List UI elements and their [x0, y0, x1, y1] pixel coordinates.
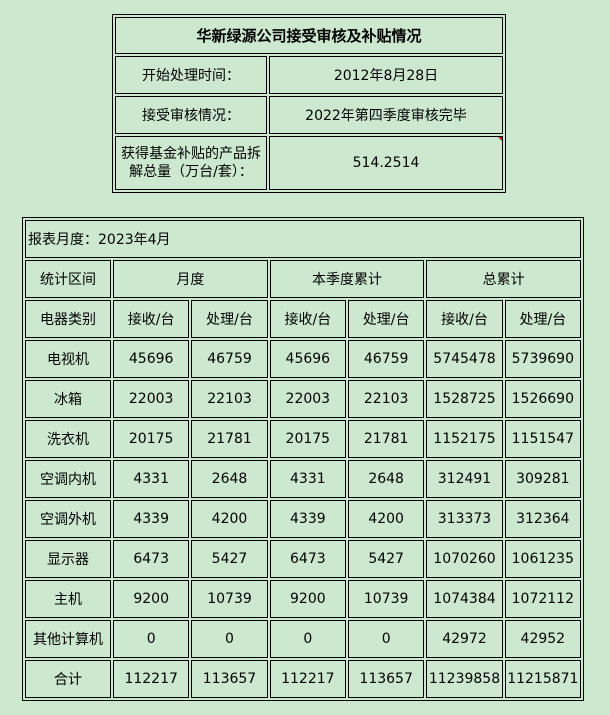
header-column: 处理/台 [347, 300, 425, 338]
subsidy-summary-table: 华新绿源公司接受审核及补贴情况 开始处理时间： 2012年8月28日 接受审核情况… [112, 14, 506, 193]
value-cell: 45696 [113, 340, 190, 378]
summary-title: 华新绿源公司接受审核及补贴情况 [115, 17, 503, 54]
value-cell: 21781 [347, 420, 425, 458]
category-cell: 空调内机 [25, 460, 111, 498]
category-cell: 合计 [25, 660, 111, 698]
value-cell: 1061235 [504, 540, 581, 578]
header-total-cumulative: 总累计 [426, 260, 581, 298]
value-cell: 42972 [426, 620, 503, 658]
value-cell: 1526690 [504, 380, 581, 418]
value-cell: 4339 [269, 500, 346, 538]
comment-marker-icon [498, 137, 502, 141]
value-cell: 4200 [347, 500, 425, 538]
value-cell: 1070260 [426, 540, 503, 578]
value-cell: 20175 [113, 420, 190, 458]
value-cell: 6473 [113, 540, 190, 578]
value-cell: 21781 [191, 420, 268, 458]
value-cell: 1074384 [426, 580, 503, 618]
value-cell: 312491 [426, 460, 503, 498]
value-cell: 9200 [269, 580, 346, 618]
value-cell: 0 [113, 620, 190, 658]
value-cell: 10739 [191, 580, 268, 618]
value-cell: 46759 [347, 340, 425, 378]
table-row: 冰箱 22003 22103 22003 22103 1528725 1526690 [25, 380, 581, 418]
header-column: 接收/台 [113, 300, 190, 338]
header-column: 处理/台 [504, 300, 581, 338]
value-cell: 4200 [191, 500, 268, 538]
value-cell: 1152175 [426, 420, 503, 458]
value-cell: 4339 [113, 500, 190, 538]
value-cell: 313373 [426, 500, 503, 538]
value-cell: 22103 [191, 380, 268, 418]
header-monthly: 月度 [113, 260, 268, 298]
value-cell: 112217 [113, 660, 190, 698]
start-time-label: 开始处理时间： [115, 56, 267, 94]
value-cell: 113657 [191, 660, 268, 698]
start-time-value: 2012年8月28日 [269, 56, 503, 94]
value-cell: 0 [347, 620, 425, 658]
value-cell: 4331 [269, 460, 346, 498]
audit-status-value: 2022年第四季度审核完毕 [269, 96, 503, 134]
category-cell: 显示器 [25, 540, 111, 578]
table-row: 主机 9200 10739 9200 10739 1074384 1072112 [25, 580, 581, 618]
value-cell: 309281 [504, 460, 581, 498]
category-cell: 冰箱 [25, 380, 111, 418]
total-dismantled-value: 514.2514 [269, 136, 503, 190]
value-cell: 9200 [113, 580, 190, 618]
category-cell: 主机 [25, 580, 111, 618]
value-cell: 45696 [269, 340, 346, 378]
category-cell: 电视机 [25, 340, 111, 378]
value-cell: 312364 [504, 500, 581, 538]
value-cell: 5745478 [426, 340, 503, 378]
header-quarter-cumulative: 本季度累计 [269, 260, 425, 298]
report-month: 报表月度：2023年4月 [25, 220, 581, 258]
value-cell: 5427 [347, 540, 425, 578]
value-cell: 113657 [347, 660, 425, 698]
monthly-report-table: 报表月度：2023年4月 统计区间 月度 本季度累计 总累计 电器类别 接收/台处… [22, 217, 584, 701]
value-cell: 46759 [191, 340, 268, 378]
value-cell: 1528725 [426, 380, 503, 418]
value-cell: 112217 [269, 660, 346, 698]
category-cell: 其他计算机 [25, 620, 111, 658]
value-cell: 5427 [191, 540, 268, 578]
header-column: 接收/台 [269, 300, 346, 338]
value-cell: 6473 [269, 540, 346, 578]
value-cell: 0 [191, 620, 268, 658]
table-row: 电视机 45696 46759 45696 46759 5745478 5739690 [25, 340, 581, 378]
header-column: 处理/台 [191, 300, 268, 338]
category-cell: 洗衣机 [25, 420, 111, 458]
value-cell: 22003 [269, 380, 346, 418]
table-row: 空调外机 4339 4200 4339 4200 313373 312364 [25, 500, 581, 538]
header-period: 统计区间 [25, 260, 111, 298]
audit-status-label: 接受审核情况： [115, 96, 267, 134]
table-row: 空调内机 4331 2648 4331 2648 312491 309281 [25, 460, 581, 498]
value-cell: 10739 [347, 580, 425, 618]
value-cell: 5739690 [504, 340, 581, 378]
value-cell: 1151547 [504, 420, 581, 458]
value-cell: 4331 [113, 460, 190, 498]
total-dismantled-number: 514.2514 [352, 155, 420, 171]
table-row: 洗衣机 20175 21781 20175 21781 1152175 1151547 [25, 420, 581, 458]
value-cell: 22103 [347, 380, 425, 418]
value-cell: 11215871 [504, 660, 581, 698]
value-cell: 42952 [504, 620, 581, 658]
header-category: 电器类别 [25, 300, 111, 338]
category-cell: 空调外机 [25, 500, 111, 538]
value-cell: 0 [269, 620, 346, 658]
value-cell: 22003 [113, 380, 190, 418]
table-row: 显示器 6473 5427 6473 5427 1070260 1061235 [25, 540, 581, 578]
table-row: 合计 112217 113657 112217 113657 11239858 112158… [25, 660, 581, 698]
header-column: 接收/台 [426, 300, 503, 338]
subheader-row: 电器类别 接收/台 处理/台 接收/台 处理/台 接收/台 处理/台 [25, 300, 581, 338]
value-cell: 2648 [347, 460, 425, 498]
value-cell: 20175 [269, 420, 346, 458]
value-cell: 1072112 [504, 580, 581, 618]
table-row: 其他计算机 0 0 0 0 42972 42952 [25, 620, 581, 658]
value-cell: 11239858 [426, 660, 503, 698]
total-dismantled-label: 获得基金补贴的产品拆解总量（万台/套）： [115, 136, 267, 190]
value-cell: 2648 [191, 460, 268, 498]
